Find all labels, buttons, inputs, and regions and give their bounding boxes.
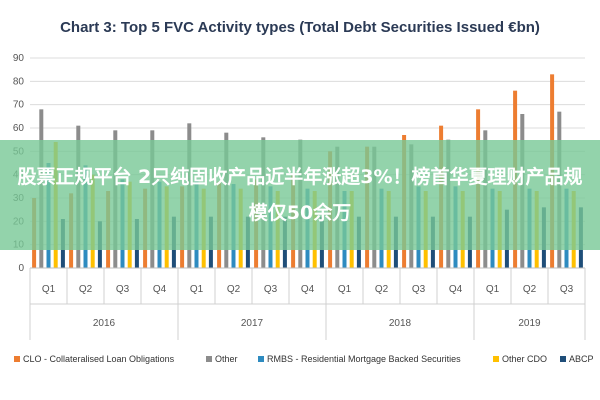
year-label: 2018 [389, 318, 412, 329]
x-tick-label: Q3 [116, 284, 130, 295]
legend-swatch [14, 356, 20, 362]
x-tick-label: Q3 [264, 284, 278, 295]
legend-label: Other CDO [502, 354, 547, 364]
legend-swatch [258, 356, 264, 362]
headline-text: 股票正规平台 2只纯固收产品近半年涨超3%！榜首华夏理财产品规模仅50余万 [17, 166, 583, 224]
x-tick-label: Q3 [412, 284, 426, 295]
year-label: 2016 [93, 318, 116, 329]
legend-swatch [206, 356, 212, 362]
legend-label: ABCP [569, 354, 594, 364]
x-tick-label: Q1 [338, 284, 352, 295]
year-label: 2019 [518, 318, 541, 329]
x-tick-label: Q4 [301, 284, 315, 295]
chart-title: Chart 3: Top 5 FVC Activity types (Total… [60, 19, 540, 36]
year-label: 2017 [241, 318, 264, 329]
x-tick-label: Q4 [153, 284, 167, 295]
legend: CLO - Collateralised Loan Obligations Oth… [14, 354, 594, 364]
headline-banner[interactable]: 股票正规平台 2只纯固收产品近半年涨超3%！榜首华夏理财产品规模仅50余万 [0, 140, 600, 250]
x-tick-label: Q2 [227, 284, 241, 295]
x-tick-label: Q1 [42, 284, 56, 295]
x-tick-label: Q2 [79, 284, 93, 295]
y-tick-label: 60 [13, 123, 25, 134]
y-tick-label: 80 [13, 76, 25, 87]
x-tick-label: Q3 [560, 284, 574, 295]
x-axis: Q1 Q2 Q3 Q4 Q1 Q2 Q3 Q4 Q1 Q2 Q3 Q4 Q1 Q2 Q3 2016 2017 20… [29, 267, 586, 340]
y-tick-label: 70 [13, 100, 25, 111]
legend-swatch [560, 356, 566, 362]
x-tick-label: Q1 [486, 284, 500, 295]
y-tick-label: 90 [13, 53, 25, 64]
legend-label: Other [215, 354, 238, 364]
x-tick-label: Q1 [190, 284, 204, 295]
legend-swatch [493, 356, 499, 362]
x-tick-label: Q2 [523, 284, 537, 295]
y-tick-label: 0 [18, 263, 24, 274]
legend-label: CLO - Collateralised Loan Obligations [23, 354, 175, 364]
legend-label: RMBS - Residential Mortgage Backed Secur… [267, 354, 461, 364]
x-tick-label: Q2 [375, 284, 389, 295]
x-tick-label: Q4 [449, 284, 463, 295]
